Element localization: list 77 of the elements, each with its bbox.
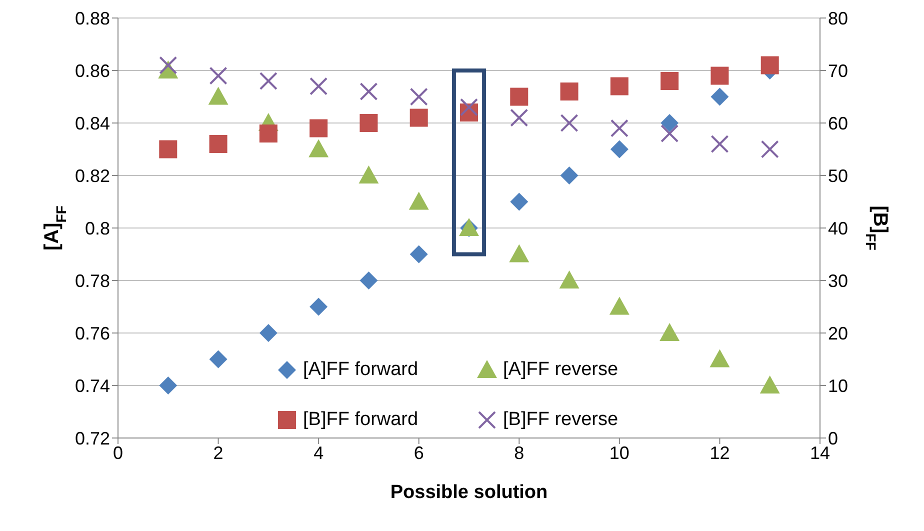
y-tick-label: 0.82 [74,166,110,186]
legend-label: [A]FF forward [303,359,418,381]
y2-tick-label: 40 [828,218,848,238]
point [159,376,178,394]
point [408,192,429,210]
x-axis-title: Possible solution [390,482,548,503]
y-tick-label: 0.74 [74,376,110,396]
point [710,88,729,106]
y2-tick-label: 20 [828,323,848,344]
y-tick-label: 0.86 [74,60,110,81]
point [760,376,780,394]
y2-tick-label: 0 [828,428,838,448]
point [760,140,779,158]
point [159,56,178,74]
legend-label: [B]FF forward [303,409,418,431]
point [360,114,378,132]
point [310,298,328,316]
point [660,323,680,341]
point [259,124,278,142]
point [560,82,578,100]
x-tick-label: 14 [810,442,830,463]
point [460,98,478,116]
point [710,66,729,85]
point [710,349,730,368]
legend-label: [B]FF reverse [503,409,618,431]
point [209,66,228,85]
point [360,82,378,100]
point [509,244,530,262]
point [610,140,628,158]
point [660,72,679,90]
point [259,72,278,90]
x-tick-label: 12 [710,442,730,463]
point [410,245,428,264]
y2-tick-label: 70 [828,60,848,81]
point [660,124,679,142]
point [559,270,580,288]
point [760,56,779,74]
x-tick-label: 6 [414,442,424,463]
point [410,108,428,127]
point [310,77,328,96]
point [308,139,329,158]
point [360,272,378,290]
point [310,119,328,138]
y-tick-label: 0.84 [74,113,110,134]
point [610,77,628,96]
point [159,140,178,158]
y2-tick-label: 10 [828,376,848,396]
y2-tick-label: 30 [828,270,848,291]
point [209,350,228,368]
y-tick-label: 0.76 [74,323,110,344]
y-tick-label: 0.88 [74,8,110,28]
point [710,135,729,153]
y2-tick-label: 60 [828,113,848,134]
y-tick-label: 0.8 [84,218,110,238]
point [209,135,228,153]
legend-label: [A]FF reverse [503,359,618,381]
y2-tick-label: 50 [828,166,848,186]
point [410,88,428,106]
point [610,119,628,138]
point [560,166,578,184]
point [660,114,679,132]
point [609,296,630,315]
point [560,114,578,132]
x-tick-label: 2 [213,442,224,463]
point [510,192,528,211]
y-tick-label: 0.78 [74,270,110,291]
x-tick-label: 0 [112,442,124,463]
point [259,324,278,342]
point [358,166,379,184]
point [208,86,228,105]
x-tick-label: 4 [314,442,324,463]
y2-tick-label: 80 [828,8,848,28]
x-tick-label: 10 [609,442,630,463]
x-tick-label: 8 [514,442,524,463]
point [510,108,528,127]
y-tick-label: 0.72 [74,428,110,448]
point [510,88,528,106]
